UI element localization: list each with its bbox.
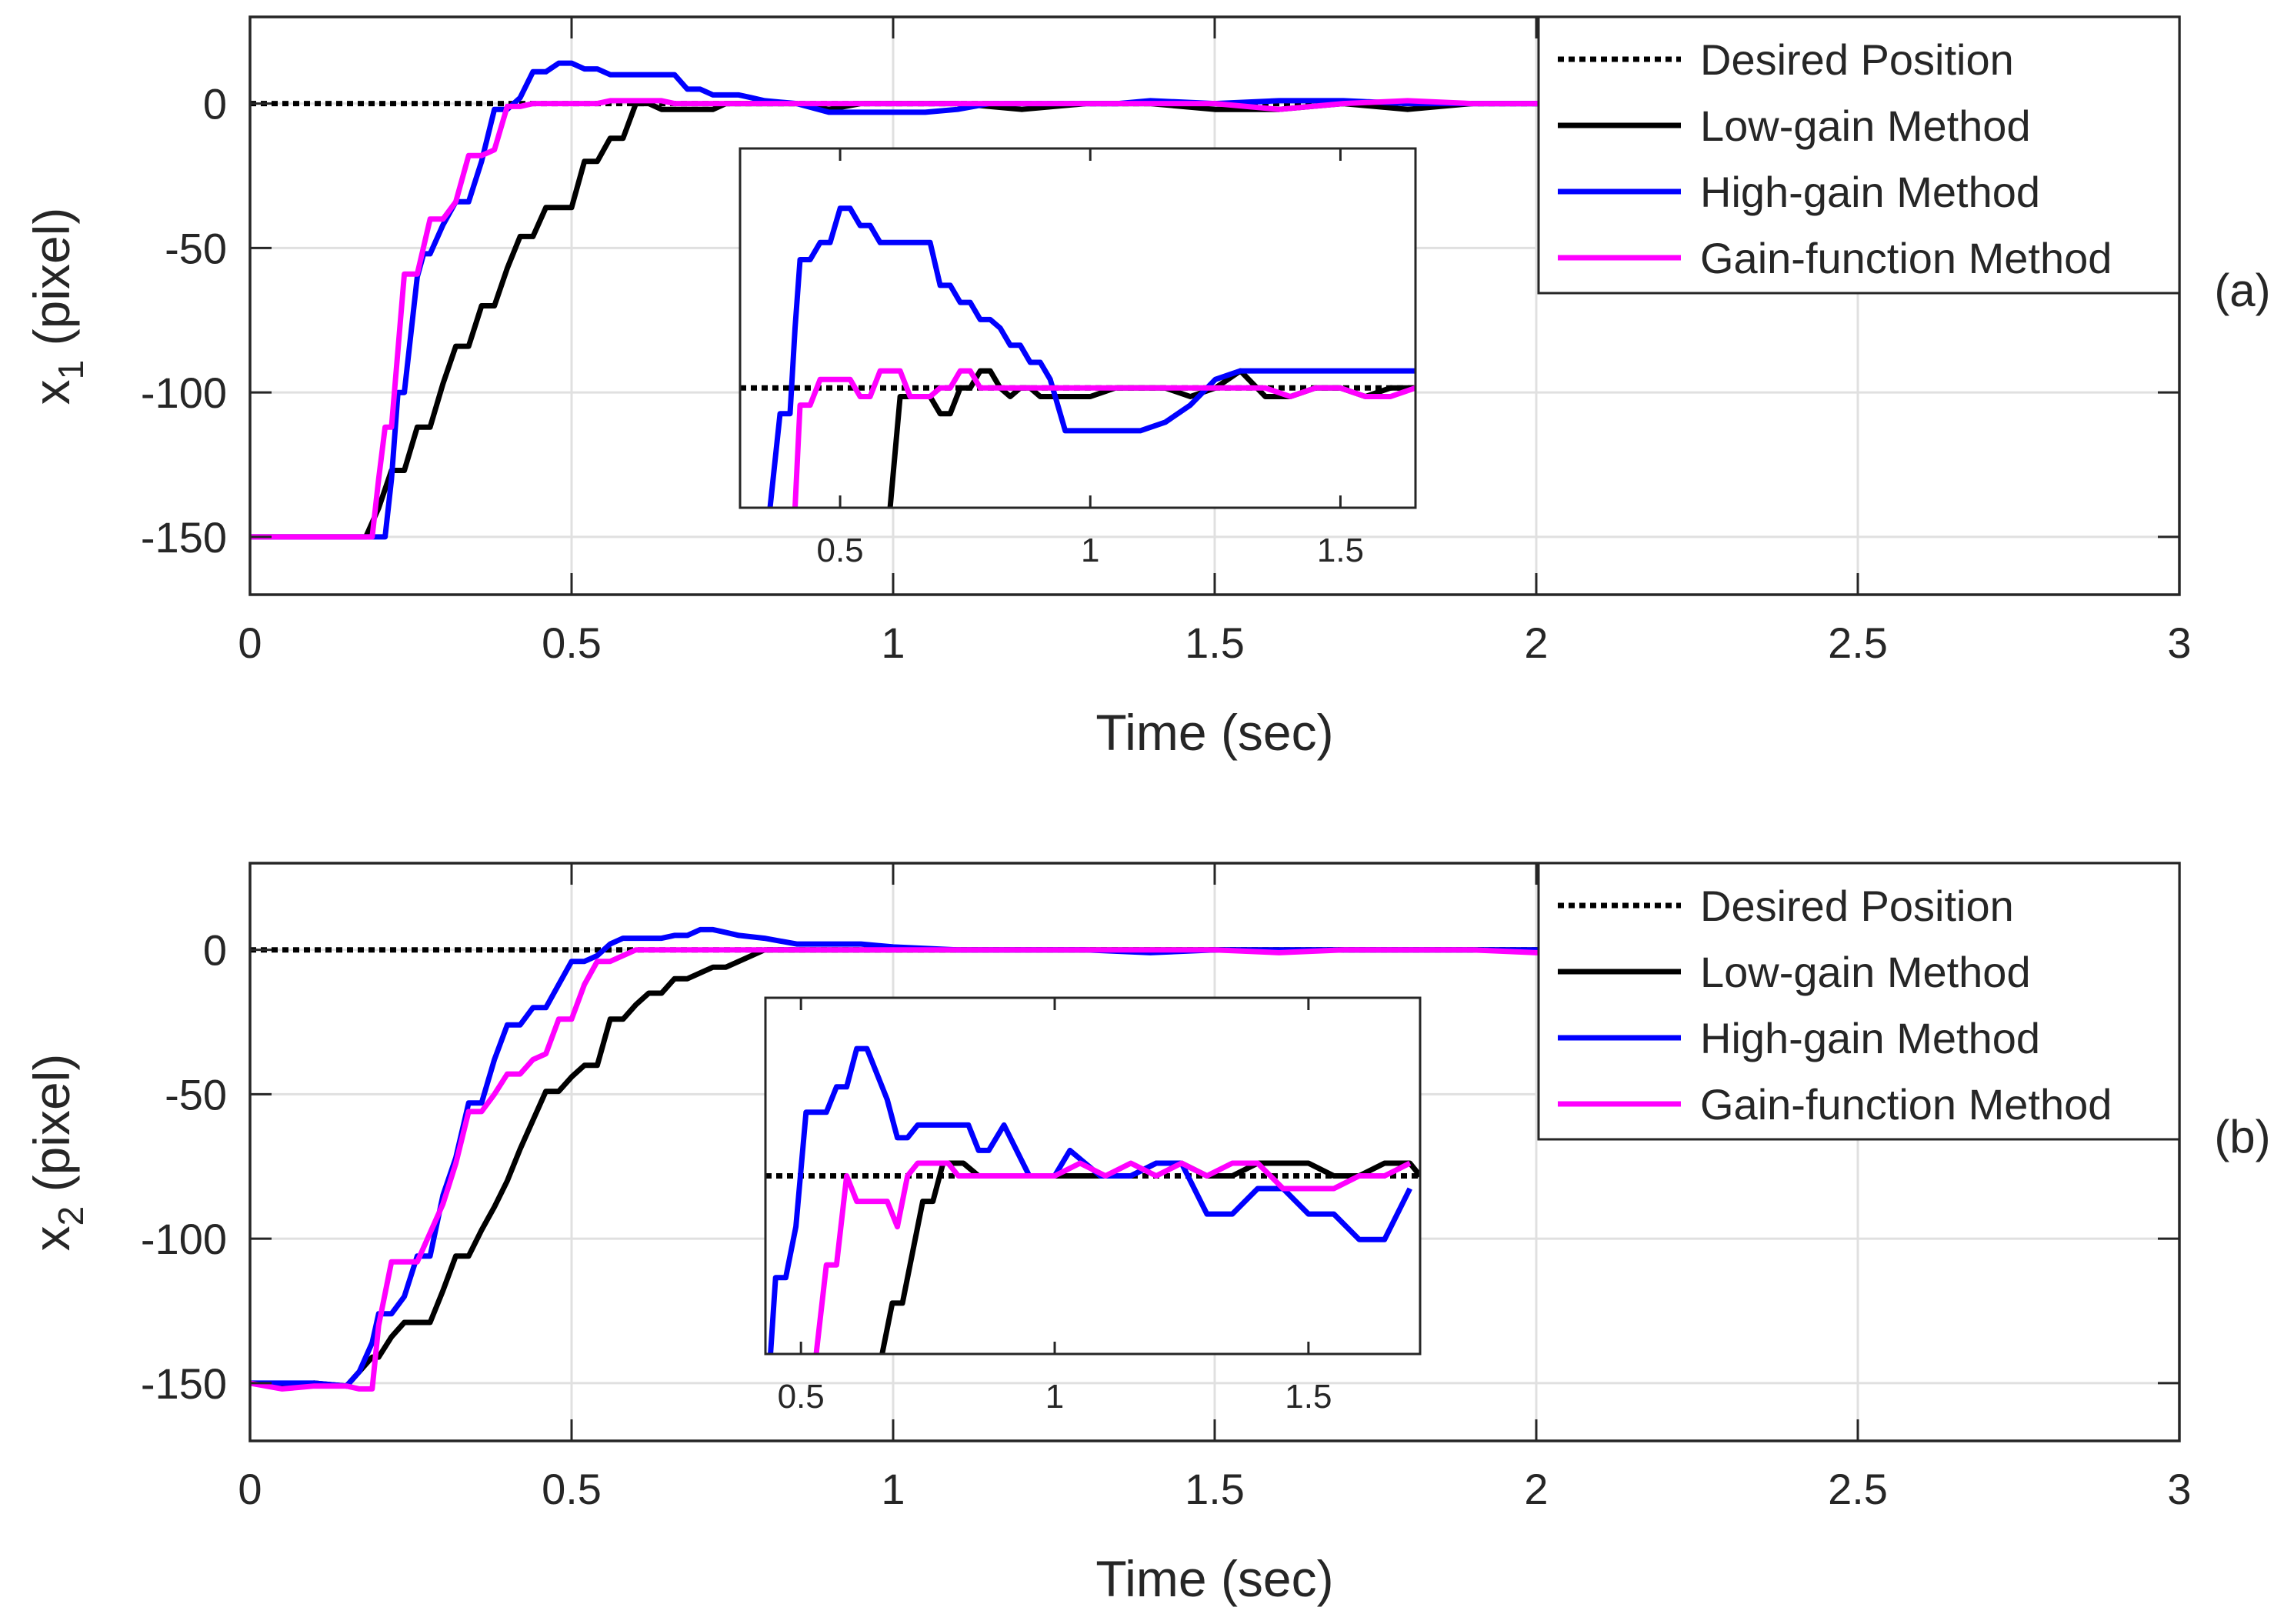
y-tick-label: -150 (141, 513, 227, 562)
x-tick-label: 2.5 (1828, 619, 1888, 667)
inset-x-tick-label: 0.5 (816, 532, 863, 569)
series-line-high (768, 1045, 1412, 1354)
legend-box (1537, 862, 2181, 1141)
x-tick-label: 0 (238, 1465, 262, 1513)
series-line-gain (250, 98, 2179, 540)
inset-plot-area (740, 148, 1415, 508)
x-tick-label: 1 (881, 619, 905, 667)
series-line-gain (813, 1160, 1412, 1354)
y-axis-label-unit: (pixel) (23, 208, 80, 360)
x-axis-label: Time (sec) (1095, 704, 1333, 761)
legend-entry-high: High-gain Method (1700, 168, 2040, 216)
legend-entry-desired: Desired Position (1700, 882, 2014, 930)
legend: Desired Position Low-gain Method High-gain… (1537, 15, 2181, 295)
x-tick-label: 2.5 (1828, 1465, 1888, 1513)
legend-entry-low: Low-gain Method (1700, 102, 2031, 150)
x-tick-label: 0.5 (542, 619, 602, 667)
x-axis-label: Time (sec) (1095, 1550, 1333, 1607)
legend: Desired Position Low-gain Method High-gain… (1537, 862, 2181, 1141)
x-tick-label: 0 (238, 619, 262, 667)
inset-x-tick-label: 1 (1081, 532, 1099, 569)
y-tick-label: 0 (203, 926, 227, 975)
y-axis-label-main: x (23, 379, 80, 405)
x-tick-label: 2 (1524, 1465, 1548, 1513)
inset-chart: 0.5 1 1.5 (764, 996, 1422, 1416)
inset-x-tick-label: 1.5 (1317, 532, 1364, 569)
x-tick-label: 1.5 (1185, 1465, 1245, 1513)
x-tick-label: 1.5 (1185, 619, 1245, 667)
inset-axes-box (764, 996, 1422, 1356)
x-tick-label: 3 (2167, 1465, 2191, 1513)
y-axis-label: x1 (pixel) (23, 208, 91, 405)
legend-box (1537, 15, 2181, 295)
y-tick-label: -150 (141, 1359, 227, 1408)
legend-entry-desired: Desired Position (1700, 35, 2014, 84)
inset-chart: 0.5 1 1.5 (739, 147, 1417, 569)
legend-entry-gain: Gain-function Method (1700, 1080, 2112, 1129)
legend-entry-high: High-gain Method (1700, 1014, 2040, 1062)
y-axis-label-main: x (23, 1226, 80, 1251)
series-line-gain (249, 947, 2180, 1392)
x-tick-label: 1 (881, 1465, 905, 1513)
inset-axes-box (739, 147, 1417, 509)
y-tick-label: 0 (203, 80, 227, 128)
panel-label: (a) (2214, 265, 2270, 316)
y-axis-label-subscript: 1 (51, 360, 91, 380)
legend-entry-gain: Gain-function Method (1700, 234, 2112, 282)
y-tick-label: -100 (141, 1215, 227, 1263)
y-axis-label-unit: (pixel) (23, 1054, 80, 1206)
inset-series-group (740, 205, 1415, 508)
x-tick-label: 2 (1524, 619, 1548, 667)
series-line-high (767, 205, 1415, 508)
x-tick-label: 3 (2167, 619, 2191, 667)
inset-x-tick-label: 0.5 (778, 1378, 825, 1416)
y-tick-label: -50 (165, 1070, 227, 1119)
series-line-low (879, 1160, 1420, 1354)
y-tick-label: -100 (141, 368, 227, 417)
inset-series-group (765, 1045, 1420, 1354)
y-axis-label: x2 (pixel) (23, 1054, 91, 1252)
y-tick-label: -50 (165, 224, 227, 272)
series-line-gain (792, 368, 1415, 508)
x-tick-label: 0.5 (542, 1465, 602, 1513)
y-axis-label-subscript: 2 (51, 1206, 91, 1226)
inset-x-tick-label: 1 (1045, 1378, 1064, 1416)
legend-entry-low: Low-gain Method (1700, 948, 2031, 996)
panel-label: (b) (2214, 1111, 2270, 1162)
inset-x-tick-label: 1.5 (1285, 1378, 1332, 1416)
